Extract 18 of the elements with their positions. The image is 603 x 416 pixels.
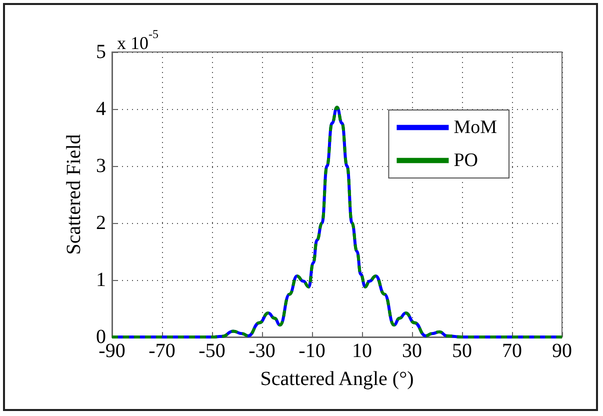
legend-label: MoM: [454, 117, 498, 138]
x-tick-label: -30: [248, 340, 276, 362]
y-tick-label: 1: [96, 269, 106, 291]
x-tick-label: 90: [552, 340, 572, 362]
legend-label: PO: [454, 150, 478, 171]
x-tick-label: 70: [502, 340, 522, 362]
x-tick-label: -10: [298, 340, 326, 362]
y-tick-label: 4: [96, 98, 106, 120]
x-tick-label: 10: [352, 340, 372, 362]
x-tick-label: 30: [402, 340, 422, 362]
y-axis-title: Scattered Field: [63, 134, 85, 255]
x-tick-label: -50: [198, 340, 226, 362]
x-tick-label: 50: [452, 340, 472, 362]
x-axis-title: Scattered Angle (°): [260, 368, 414, 390]
y-tick-label: 5: [96, 41, 106, 63]
x-tick-label: -70: [148, 340, 176, 362]
y-tick-label: 2: [96, 212, 106, 234]
y-tick-label: 3: [96, 155, 106, 177]
